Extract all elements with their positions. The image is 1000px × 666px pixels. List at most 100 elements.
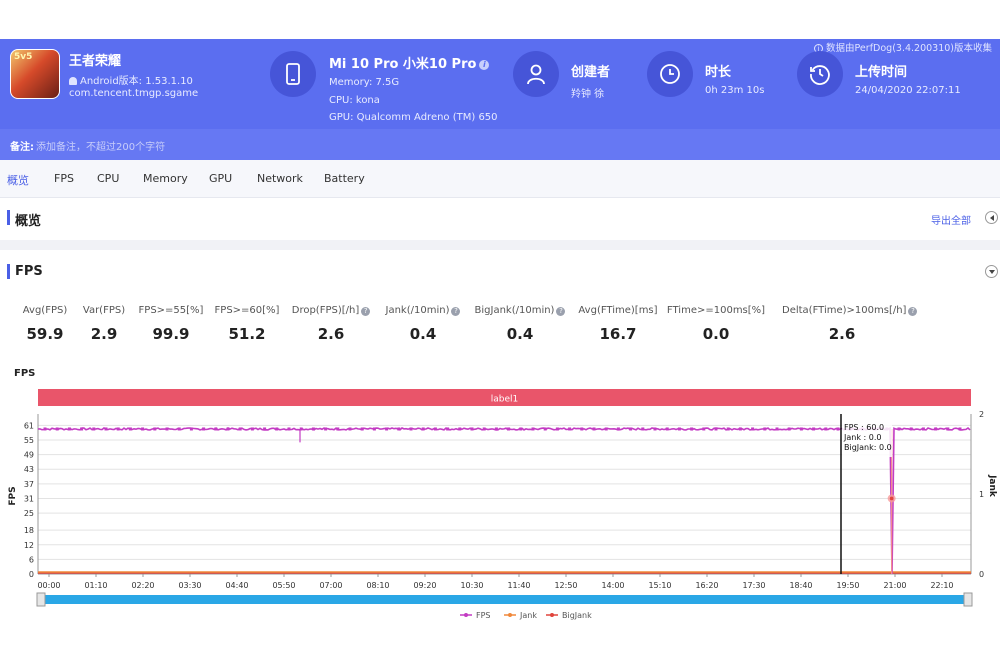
metric-1: Var(FPS) 2.9	[44, 305, 164, 343]
legend-label-jank[interactable]: Jank	[519, 611, 537, 620]
note-bar: 备注: 添加备注，不超过200个字符	[0, 129, 1000, 160]
fps-point	[775, 427, 779, 431]
x-tick-label: 05:50	[272, 581, 295, 590]
source-note-text: 数据由PerfDog(3.4.200310)版本收集	[826, 43, 992, 54]
note-input[interactable]: 添加备注，不超过200个字符	[36, 142, 166, 153]
metric-label: Delta(FTime)>100ms[/h]?	[782, 305, 918, 316]
fps-point	[653, 427, 657, 431]
scrollbar-left-handle[interactable]	[36, 592, 46, 607]
fps-point	[665, 427, 669, 431]
tab-gpu[interactable]: GPU	[209, 172, 233, 185]
metric-label: FPS>=55[%]	[111, 305, 231, 316]
x-tick-label: 10:30	[460, 581, 483, 590]
tab-fps[interactable]: FPS	[54, 172, 74, 185]
scrollbar-right-handle[interactable]	[963, 592, 973, 607]
creator-title: 创建者	[571, 65, 611, 80]
x-tick-label: 17:30	[742, 581, 765, 590]
upload-value: 24/04/2020 22:07:11	[855, 85, 961, 96]
fps-point	[604, 427, 608, 431]
collapse-fps-button[interactable]	[985, 265, 998, 278]
fps-point	[202, 427, 206, 431]
fps-point	[531, 427, 535, 431]
tab-memory[interactable]: Memory	[143, 172, 188, 185]
app-icon-badge: 5v5	[14, 52, 33, 62]
fps-point	[580, 427, 584, 431]
metric-label-text: BigJank(/10min)	[474, 305, 555, 316]
metric-value: 0.4	[506, 325, 534, 343]
fps-point	[214, 427, 218, 431]
metric-value: 16.7	[599, 325, 637, 343]
collapse-overview-button[interactable]	[985, 211, 998, 224]
fps-point	[812, 427, 816, 431]
fps-point	[128, 427, 132, 431]
fps-point	[336, 427, 340, 431]
y-axis-title: FPS	[8, 486, 18, 505]
fps-section-header: FPS	[0, 250, 1000, 295]
section-accent-bar	[7, 210, 10, 225]
time-scrollbar[interactable]	[40, 595, 969, 604]
fps-point	[934, 427, 938, 431]
x-tick-label: 16:20	[695, 581, 718, 590]
app-version: Android版本: 1.53.1.10	[69, 72, 193, 87]
upload-title: 上传时间	[855, 65, 908, 80]
help-icon[interactable]: ?	[908, 307, 918, 316]
cursor-tooltip-line: Jank : 0.0	[843, 433, 881, 442]
device-info-icon[interactable]: i	[479, 60, 490, 70]
y-tick-label: 12	[24, 541, 34, 550]
y-tick-label: 43	[24, 465, 34, 474]
help-icon[interactable]: ?	[556, 307, 566, 316]
fps-point	[787, 427, 791, 431]
fps-point	[397, 427, 401, 431]
tab-network[interactable]: Network	[257, 172, 303, 185]
metric-label: BigJank(/10min)?	[460, 305, 580, 316]
android-icon	[69, 77, 77, 85]
fps-point	[702, 427, 706, 431]
metric-value: 2.9	[90, 325, 118, 343]
y2-axis-title: Jank	[987, 474, 997, 498]
help-icon[interactable]: ?	[451, 307, 461, 316]
fps-point	[824, 427, 828, 431]
x-tick-label: 08:10	[366, 581, 389, 590]
cursor-tooltip-line: BigJank: 0.0	[844, 443, 892, 452]
header-info: i 数据由PerfDog(3.4.200310)版本收集 5v5 王者荣耀 And…	[0, 39, 1000, 129]
metric-value: 0.4	[409, 325, 437, 343]
app-icon: 5v5	[10, 49, 60, 99]
tab-overview[interactable]: 概览	[7, 174, 29, 187]
device-cpu: CPU: kona	[329, 95, 380, 106]
fps-point	[238, 427, 242, 431]
y-tick-label: 6	[29, 555, 34, 564]
fps-point	[458, 427, 462, 431]
clock-icon	[647, 51, 693, 97]
legend-label-bigjank[interactable]: BigJank	[562, 611, 592, 620]
x-tick-label: 11:40	[507, 581, 530, 590]
fps-point	[153, 427, 157, 431]
device-title-text: Mi 10 Pro 小米10 Pro	[329, 57, 477, 72]
legend-label-fps[interactable]: FPS	[476, 611, 491, 620]
fps-point	[299, 427, 303, 431]
fps-point	[324, 427, 328, 431]
creator-value: 羚钟 徐	[571, 89, 605, 100]
note-label: 备注:	[10, 142, 34, 153]
metric-label: FTime>=100ms[%]	[656, 305, 776, 316]
help-icon[interactable]: ?	[361, 307, 371, 316]
metric-label-text: Avg(FTime)[ms]	[578, 305, 658, 316]
x-tick-label: 19:50	[836, 581, 859, 590]
metric-5: Jank(/10min)? 0.4	[363, 305, 483, 343]
metric-9: Delta(FTime)>100ms[/h]? 2.6	[782, 305, 918, 343]
fps-point	[714, 427, 718, 431]
metric-label-text: Var(FPS)	[82, 305, 126, 316]
fps-point	[909, 427, 913, 431]
fps-point	[519, 427, 523, 431]
x-tick-label: 00:00	[37, 581, 60, 590]
app-package: com.tencent.tmgp.sgame	[69, 88, 199, 99]
export-all-button[interactable]: 导出全部	[931, 216, 971, 227]
tab-battery[interactable]: Battery	[324, 172, 365, 185]
x-tick-label: 09:20	[413, 581, 436, 590]
metric-label: Jank(/10min)?	[363, 305, 483, 316]
fps-point	[921, 427, 925, 431]
tab-cpu[interactable]: CPU	[97, 172, 120, 185]
y-tick-label: 61	[24, 421, 34, 430]
metric-6: BigJank(/10min)? 0.4	[460, 305, 580, 343]
fps-point	[641, 427, 645, 431]
